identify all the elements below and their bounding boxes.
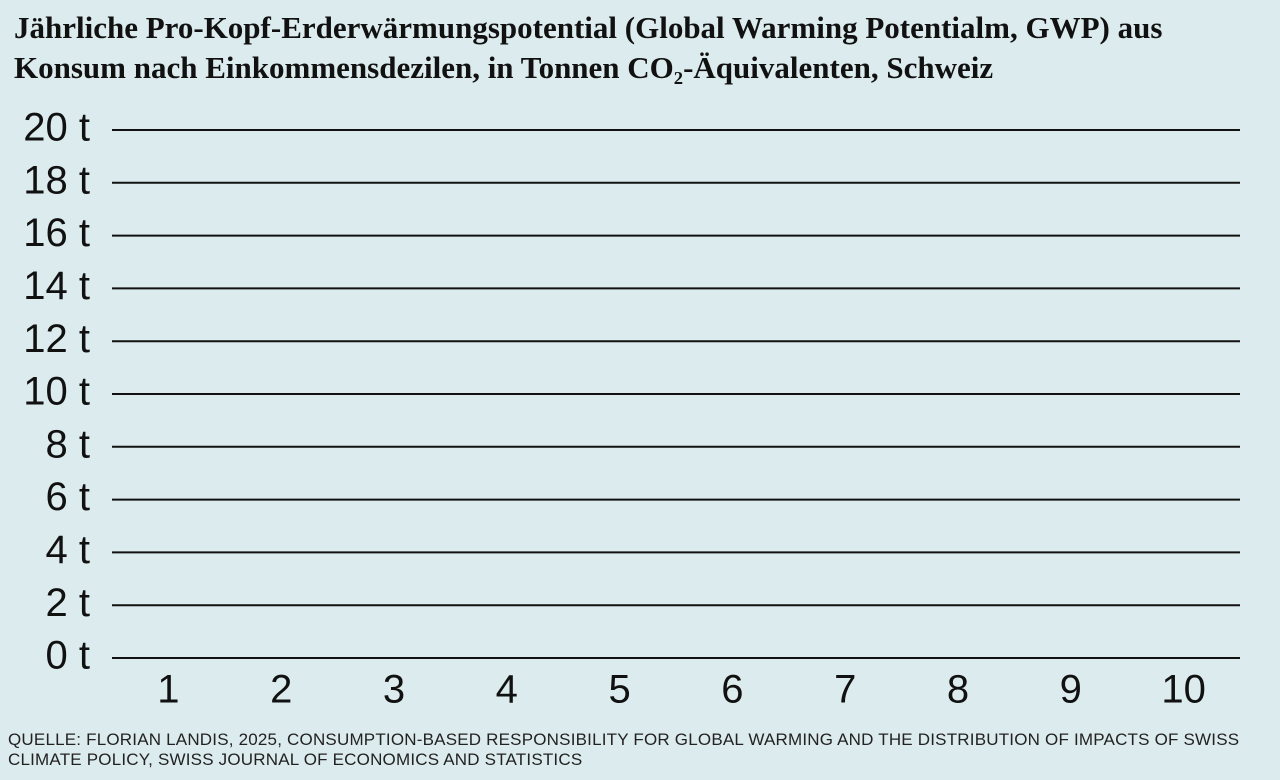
x-tick-label: 3 bbox=[383, 668, 405, 712]
y-tick-label: 4 t bbox=[46, 528, 90, 572]
y-tick-label: 18 t bbox=[23, 158, 90, 202]
y-tick-label: 20 t bbox=[23, 106, 90, 150]
x-tick-label: 7 bbox=[834, 668, 856, 712]
y-tick-label: 2 t bbox=[46, 581, 90, 625]
x-tick-label: 4 bbox=[496, 668, 518, 712]
y-tick-label: 8 t bbox=[46, 422, 90, 466]
x-tick-label: 1 bbox=[157, 668, 179, 712]
chart-title: Jährliche Pro-Kopf-Erderwärmungspotentia… bbox=[14, 10, 1163, 85]
y-tick-label: 14 t bbox=[23, 264, 90, 308]
y-tick-label: 10 t bbox=[23, 370, 90, 414]
x-tick-label: 6 bbox=[721, 668, 743, 712]
x-tick-label: 8 bbox=[947, 668, 969, 712]
x-tick-label: 5 bbox=[608, 668, 630, 712]
x-tick-label: 10 bbox=[1161, 668, 1206, 712]
y-tick-label: 0 t bbox=[46, 634, 90, 678]
x-tick-label: 2 bbox=[270, 668, 292, 712]
y-tick-label: 12 t bbox=[23, 317, 90, 361]
x-tick-label: 9 bbox=[1060, 668, 1082, 712]
y-tick-label: 16 t bbox=[23, 211, 90, 255]
source: QUELLE: FLORIAN LANDIS, 2025, CONSUMPTIO… bbox=[8, 730, 1240, 769]
y-tick-label: 6 t bbox=[46, 475, 90, 519]
